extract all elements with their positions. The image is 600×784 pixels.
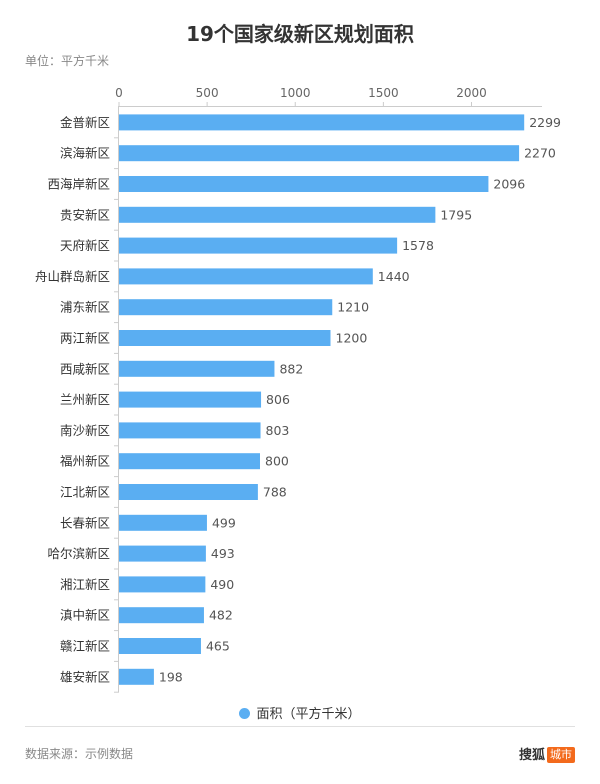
x-tick-label-500: 500 [196, 86, 219, 100]
x-tick-label-1000: 1000 [280, 86, 311, 100]
data-label: 882 [279, 361, 303, 376]
category-label: 舟山群岛新区 [35, 269, 110, 284]
category-label: 湘江新区 [60, 577, 110, 592]
category-label: 雄安新区 [60, 669, 110, 684]
bar-湘江新区 [119, 576, 206, 593]
data-label: 1578 [402, 238, 434, 253]
data-label: 800 [265, 454, 289, 469]
data-label: 1795 [440, 207, 472, 222]
category-label: 兰州新区 [60, 392, 110, 407]
unit-label: 单位：平方千米 [25, 54, 110, 68]
bar-贵安新区 [119, 206, 436, 223]
data-label: 803 [266, 423, 290, 438]
category-label: 赣江新区 [60, 639, 110, 654]
category-label: 金普新区 [60, 115, 110, 130]
data-label: 1440 [378, 269, 410, 284]
bar-长春新区 [119, 514, 207, 531]
bar-滨海新区 [119, 145, 520, 162]
bar-西海岸新区 [119, 176, 489, 192]
bar-雄安新区 [119, 668, 154, 685]
category-label: 长春新区 [60, 515, 110, 530]
bar-天府新区 [119, 237, 398, 254]
legend-dot-icon [239, 708, 251, 719]
legend-label: 面积（平方千米） [256, 707, 361, 722]
bar-兰州新区 [119, 391, 262, 408]
bar-赣江新区 [119, 638, 201, 654]
bar-哈尔滨新区 [119, 545, 206, 562]
category-label: 西海岸新区 [47, 177, 110, 192]
category-label: 福州新区 [60, 454, 110, 469]
data-label: 499 [212, 515, 236, 530]
data-label: 2299 [529, 115, 561, 130]
bar-西咸新区 [119, 360, 275, 377]
bar-舟山群岛新区 [119, 268, 373, 285]
data-label: 482 [209, 608, 233, 623]
bar-chart: 0 500 1000 1500 2000 金普新区 2299 滨海新区 2270 西海岸新区 209… [35, 86, 561, 693]
category-label: 贵安新区 [60, 207, 110, 222]
data-label: 493 [211, 546, 235, 561]
x-tick-label-2000: 2000 [456, 86, 487, 100]
x-tick-label-1500: 1500 [368, 86, 399, 100]
data-label: 1210 [337, 300, 369, 315]
chart-title: 19个国家级新区规划面积 [186, 22, 414, 46]
category-label: 两江新区 [60, 331, 110, 346]
category-label: 滇中新区 [60, 608, 110, 623]
data-label: 2270 [524, 146, 556, 161]
bar-两江新区 [119, 330, 331, 346]
data-label: 806 [266, 392, 290, 407]
data-label: 2096 [493, 177, 525, 192]
bar-福州新区 [119, 453, 260, 470]
bar-金普新区 [119, 114, 525, 131]
bar-浦东新区 [119, 299, 333, 316]
category-label: 滨海新区 [60, 146, 110, 161]
bar-南沙新区 [119, 422, 261, 439]
category-label: 哈尔滨新区 [47, 546, 110, 561]
category-label: 浦东新区 [60, 300, 110, 315]
logo-badge: 城市 [547, 747, 575, 763]
category-label: 南沙新区 [60, 423, 110, 438]
legend[interactable]: 面积（平方千米） [0, 703, 600, 722]
x-tick-label-0: 0 [115, 86, 123, 100]
divider [25, 726, 575, 727]
bar-江北新区 [119, 484, 258, 500]
data-label: 198 [159, 669, 183, 684]
data-label: 465 [206, 639, 230, 654]
data-label: 1200 [336, 331, 368, 346]
category-label: 天府新区 [60, 238, 110, 253]
source-note: 数据来源：示例数据 [25, 747, 134, 761]
category-label: 江北新区 [60, 485, 110, 500]
logo-text: 搜狐 [518, 748, 545, 763]
data-label: 788 [263, 485, 287, 500]
bar-滇中新区 [119, 607, 204, 624]
category-label: 西咸新区 [60, 361, 110, 376]
sohu-logo: 搜狐 城市 [519, 744, 575, 763]
data-label: 490 [210, 577, 234, 592]
